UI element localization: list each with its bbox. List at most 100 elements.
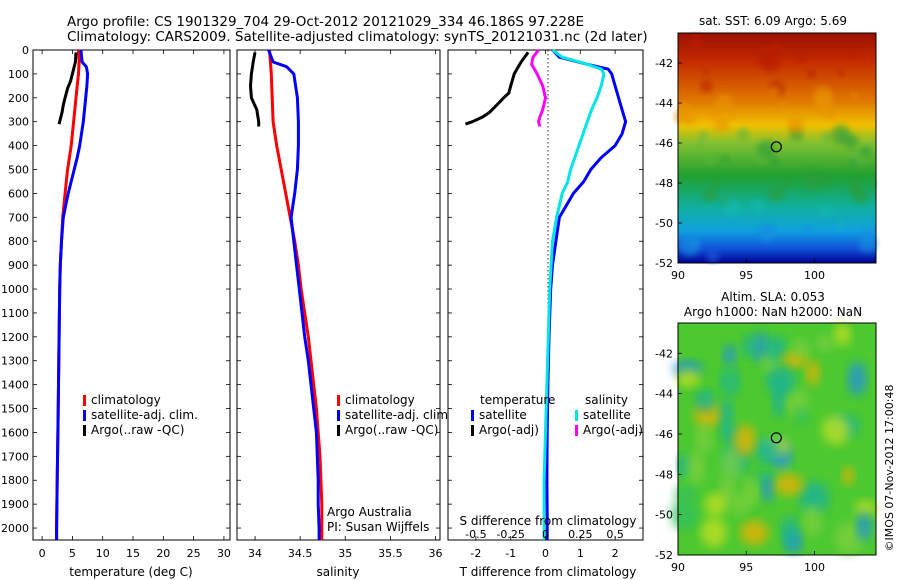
sla-texture-blob: [729, 494, 749, 516]
depth-tick-label: 700: [8, 211, 29, 224]
salinity-note-line2: PI: Susan Wijffels: [327, 520, 429, 534]
difference-top-label: S difference from climatology: [460, 514, 637, 528]
sla-texture-blob: [700, 517, 727, 548]
series-line-salinity-satellite: [542, 48, 606, 540]
map-x-tick-label: 90: [671, 561, 685, 574]
sst-texture-blob: [706, 250, 720, 263]
map-y-tick-label: -46: [655, 137, 673, 150]
sst-texture-blob: [711, 178, 721, 188]
sla-texture-blob: [733, 424, 756, 456]
sla-texture-blob: [718, 399, 733, 430]
sla-texture-blob: [721, 366, 739, 397]
temperature-panel: 0 5 10 15 20 25 30 temperature (deg C) climato…: [32, 49, 231, 579]
s-diff-tick-label: 0.25: [568, 528, 593, 541]
sla-map-title-line2: Argo h1000: NaN h2000: NaN: [684, 305, 862, 319]
map-y-tick-label: -42: [655, 57, 673, 70]
legend-swatch: [471, 425, 474, 436]
sst-texture-blob: [736, 128, 750, 141]
depth-tick-label: 1800: [1, 474, 29, 487]
x-tick-label: 1: [577, 547, 584, 560]
series-line-argo-raw-qc-: [57, 52, 78, 125]
depth-tick-label: 300: [8, 116, 29, 129]
depth-tick-label: 200: [8, 92, 29, 105]
x-tick-label: 36: [428, 547, 442, 560]
legend-swatch: [337, 425, 340, 436]
legend-label: Argo(..raw -QC): [91, 423, 184, 437]
x-tick-label: 34: [248, 547, 262, 560]
map-y-tick-label: -46: [655, 428, 673, 441]
legend-swatch: [575, 410, 578, 421]
sst-texture-blob: [702, 186, 718, 203]
sst-texture-blob: [723, 198, 742, 217]
map-x-tick-label: 90: [671, 269, 685, 282]
sst-texture-blob: [787, 115, 806, 134]
sst-texture-blob: [703, 69, 710, 76]
map-x-tick-label: 100: [804, 561, 825, 574]
sst-texture-blob: [728, 112, 736, 121]
sst-texture-blob: [803, 226, 813, 236]
legend-swatch: [337, 410, 340, 421]
sla-texture-blob: [816, 334, 834, 351]
depth-tick-label: 500: [8, 164, 29, 177]
sst-texture-blob: [837, 220, 846, 229]
depth-tick-label: 100: [8, 68, 29, 81]
sla-texture-blob: [670, 499, 699, 531]
sst-texture-blob: [706, 157, 715, 166]
salinity-panel-frame: [236, 49, 441, 541]
x-tick-label: 5: [69, 547, 76, 560]
sst-texture-blob: [690, 238, 701, 249]
depth-tick-label: 1200: [1, 331, 29, 344]
depth-tick-label: 1300: [1, 355, 29, 368]
temperature-panel-frame: [32, 49, 231, 541]
series-line-satellite-adj-clim-: [267, 49, 321, 540]
legend-label: Argo(-adj): [479, 423, 539, 437]
sst-texture-blob: [721, 154, 730, 163]
sst-texture-blob: [831, 124, 851, 145]
sst-texture-blob: [868, 179, 877, 188]
sst-float-marker: [770, 141, 782, 153]
x-tick-label: 34.5: [288, 547, 313, 560]
sla-texture-blob: [687, 450, 705, 486]
depth-tick-label: 1100: [1, 307, 29, 320]
legend-temperature-title: temperature: [480, 393, 555, 407]
s-diff-tick-label: 0.5: [606, 528, 624, 541]
depth-tick-label: 2000: [1, 522, 29, 535]
sst-texture-blob: [708, 107, 721, 120]
map-y-tick-label: -52: [655, 549, 673, 562]
sst-texture-blob: [814, 95, 833, 114]
map-y-tick-label: -50: [655, 217, 673, 230]
sla-float-marker: [770, 432, 782, 444]
depth-tick-label: 0: [22, 44, 29, 57]
depth-axis: 0 100 200 300 400 500 600 700 800 900 1000 1100 1200…: [1, 44, 643, 535]
sla-texture-blob: [676, 369, 700, 388]
sla-texture-blob: [774, 473, 804, 496]
x-tick-label: 30: [217, 547, 231, 560]
legend-swatch: [83, 395, 86, 406]
sst-texture-blob: [700, 79, 713, 93]
map-y-tick-label: -50: [655, 509, 673, 522]
x-tick-label: -1: [505, 547, 516, 560]
depth-tick-label: 800: [8, 235, 29, 248]
x-tick-label: 20: [156, 547, 170, 560]
sla-texture-blob: [753, 437, 780, 463]
sst-texture-blob: [689, 33, 703, 48]
sst-texture-blob: [849, 181, 863, 195]
sst-texture-blob: [758, 225, 775, 242]
sst-texture-blob: [849, 159, 858, 168]
sst-texture-blob: [818, 172, 832, 187]
map-x-tick-label: 95: [739, 561, 753, 574]
difference-s-ticks: -0.5 -0.25 0 0.25 0.5: [465, 528, 624, 541]
sla-texture-blob: [805, 360, 820, 386]
sla-texture-blob: [674, 485, 699, 502]
difference-panel: -2 -1 0 1 2 T difference from climatology S …: [447, 48, 644, 579]
x-tick-label: 15: [126, 547, 140, 560]
legend-swatch: [337, 395, 340, 406]
sla-texture-blob: [704, 493, 727, 517]
sla-texture-blob: [695, 422, 712, 455]
series-line-climatology: [268, 49, 324, 540]
sla-texture-blob: [834, 522, 864, 555]
x-tick-label: 2: [612, 547, 619, 560]
depth-tick-label: 1600: [1, 426, 29, 439]
